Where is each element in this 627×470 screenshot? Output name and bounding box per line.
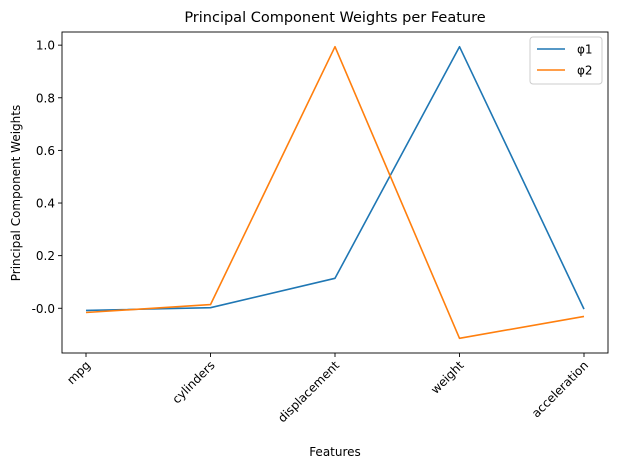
y-tick-label: 0.4 (36, 197, 55, 211)
legend-label-phi2: φ2 (577, 64, 593, 78)
plot-area-frame (61, 31, 609, 354)
y-axis: -0.0 0.2 0.4 0.6 0.8 1.0 (32, 39, 62, 316)
y-tick-label: -0.0 (32, 302, 55, 316)
series-lines (85, 45, 585, 340)
x-tick-label: acceleration (529, 358, 591, 420)
legend: φ1 φ2 (529, 36, 603, 85)
x-tick-label: weight (428, 358, 467, 397)
y-tick-label: 0.8 (36, 91, 55, 105)
x-tick-label: mpg (64, 358, 93, 387)
series-line-1 (85, 45, 585, 312)
y-tick-label: 0.2 (36, 249, 55, 263)
x-axis-label: Features (309, 445, 361, 459)
x-tick-label: cylinders (169, 358, 217, 406)
y-axis-label: Principal Component Weights (9, 105, 23, 282)
y-tick-label: 1.0 (36, 39, 55, 53)
x-axis: mpg cylinders displacement weight accelerati… (64, 353, 591, 425)
legend-label-phi1: φ1 (577, 43, 593, 57)
x-tick-label: displacement (275, 358, 342, 425)
y-tick-label: 0.6 (36, 144, 55, 158)
series-line-2 (85, 45, 585, 340)
chart-title: Principal Component Weights per Feature (184, 10, 485, 26)
